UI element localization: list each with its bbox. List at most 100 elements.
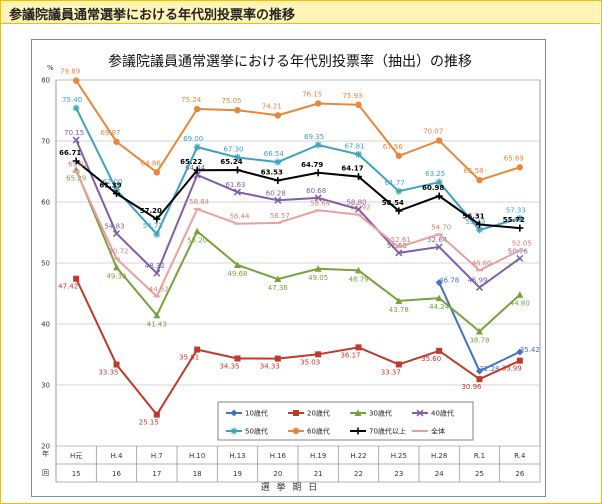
x-session-label: 19 — [233, 470, 242, 478]
x-axis-title: 選 挙 期 日 — [261, 481, 320, 493]
data-point — [314, 141, 322, 149]
data-label: 30.96 — [461, 383, 482, 391]
data-point — [274, 355, 281, 362]
series-line — [75, 107, 521, 236]
data-label: 35.03 — [300, 358, 320, 366]
data-label: 64.79 — [301, 161, 323, 169]
y-tick-label: 80 — [41, 77, 50, 85]
data-label: 57.20 — [140, 207, 162, 215]
legend-label: 20歳代 — [307, 409, 330, 418]
data-point — [233, 188, 242, 196]
legend-item: 60歳代 — [288, 427, 330, 436]
data-point — [435, 243, 443, 251]
series-line — [75, 80, 521, 182]
data-label: 48.79 — [348, 275, 368, 283]
x-session-label: 22 — [354, 470, 363, 478]
data-label: 45.99 — [467, 276, 487, 284]
data-label: 58.54 — [382, 199, 404, 207]
data-point — [193, 143, 201, 151]
data-label: 64.44 — [185, 164, 206, 172]
data-point — [72, 77, 80, 84]
series-70歳代以上: 66.71 61.39 57.20 65.22 65.24 63.53 64.79 64.17… — [59, 149, 525, 232]
data-point — [354, 205, 363, 213]
row-label-session: 回 — [42, 469, 49, 477]
data-label: 36.17 — [340, 351, 360, 359]
data-point — [315, 351, 322, 358]
legend-box — [217, 401, 474, 441]
data-point — [113, 138, 120, 145]
data-label: 38.78 — [469, 336, 489, 344]
series-layer: 46.78 32.28 35.42 47.42 33.35 25.15 35.81 34.35… — [58, 68, 540, 427]
data-point — [516, 291, 524, 298]
x-tick-label: H.28 — [431, 452, 447, 460]
x-tick-label: H.25 — [391, 452, 407, 460]
legend-label: 10歳代 — [245, 409, 268, 418]
data-label: 66.54 — [264, 150, 285, 158]
data-point — [475, 283, 484, 291]
data-label: 69.87 — [100, 129, 120, 137]
data-point — [436, 347, 443, 354]
data-point — [476, 327, 483, 335]
data-point — [435, 294, 443, 302]
data-point — [153, 169, 161, 176]
data-label: 34.33 — [260, 363, 280, 371]
y-tick-label: 70 — [41, 138, 50, 146]
data-point — [516, 348, 524, 356]
x-session-label: 16 — [112, 470, 121, 478]
data-point — [234, 153, 241, 161]
legend-label: 全体 — [431, 427, 445, 436]
data-point — [274, 275, 282, 283]
data-point — [355, 101, 362, 109]
data-label: 35.42 — [520, 346, 540, 354]
data-label: 61.39 — [99, 182, 121, 190]
legend-label: 60歳代 — [307, 427, 330, 436]
legend-label: 70歳代以上 — [369, 427, 406, 436]
data-label: 52.61 — [391, 236, 411, 244]
data-point — [153, 311, 161, 319]
data-point — [395, 361, 402, 368]
data-point — [395, 152, 403, 160]
data-point — [274, 112, 282, 119]
x-tick-label: R.4 — [514, 452, 526, 460]
data-label: 75.05 — [221, 97, 241, 105]
x-session-label: 24 — [435, 470, 444, 478]
data-point — [355, 150, 362, 158]
data-label: 60.68 — [306, 187, 326, 195]
data-label: 67.30 — [223, 145, 243, 153]
data-point — [476, 221, 483, 229]
data-label: 35.81 — [179, 354, 199, 362]
x-tick-label: H.4 — [111, 452, 123, 460]
data-label: 75.24 — [181, 96, 202, 104]
series-10歳代: 46.78 32.28 35.42 — [435, 277, 540, 375]
data-label: 65.22 — [180, 158, 202, 166]
data-point — [435, 279, 443, 287]
data-label: 65.29 — [66, 175, 86, 183]
data-point — [193, 166, 201, 174]
data-point — [193, 105, 201, 113]
legend-marker — [354, 427, 362, 435]
data-label: 50.72 — [108, 248, 128, 256]
data-label: 65.24 — [220, 158, 242, 166]
x-session-label: 21 — [314, 470, 323, 478]
legend-item: 50歳代 — [226, 427, 268, 436]
x-session-label: 20 — [273, 470, 282, 478]
series-20歳代: 47.42 33.35 25.15 35.81 34.35 34.33 35.03 36.17… — [58, 275, 523, 427]
series-line — [75, 160, 520, 230]
legend-marker — [230, 409, 238, 417]
data-point — [234, 355, 241, 362]
data-point — [113, 190, 120, 198]
x-session-label: 25 — [475, 470, 484, 478]
legend-marker — [354, 409, 362, 416]
data-label: 54.70 — [431, 223, 451, 231]
data-label: 56.44 — [229, 213, 250, 221]
data-point — [314, 265, 322, 272]
page-title: 参議院議員通常選挙における年代別投票率の推移 — [9, 8, 296, 23]
series-line — [75, 278, 521, 417]
data-label: 79.89 — [60, 68, 80, 76]
series-line — [75, 139, 521, 289]
data-label: 49.68 — [227, 270, 247, 278]
x-tick-label: H.10 — [189, 452, 205, 460]
data-label: 43.78 — [389, 306, 409, 314]
data-label: 63.25 — [425, 170, 445, 178]
legend-item: 20歳代 — [288, 409, 330, 418]
